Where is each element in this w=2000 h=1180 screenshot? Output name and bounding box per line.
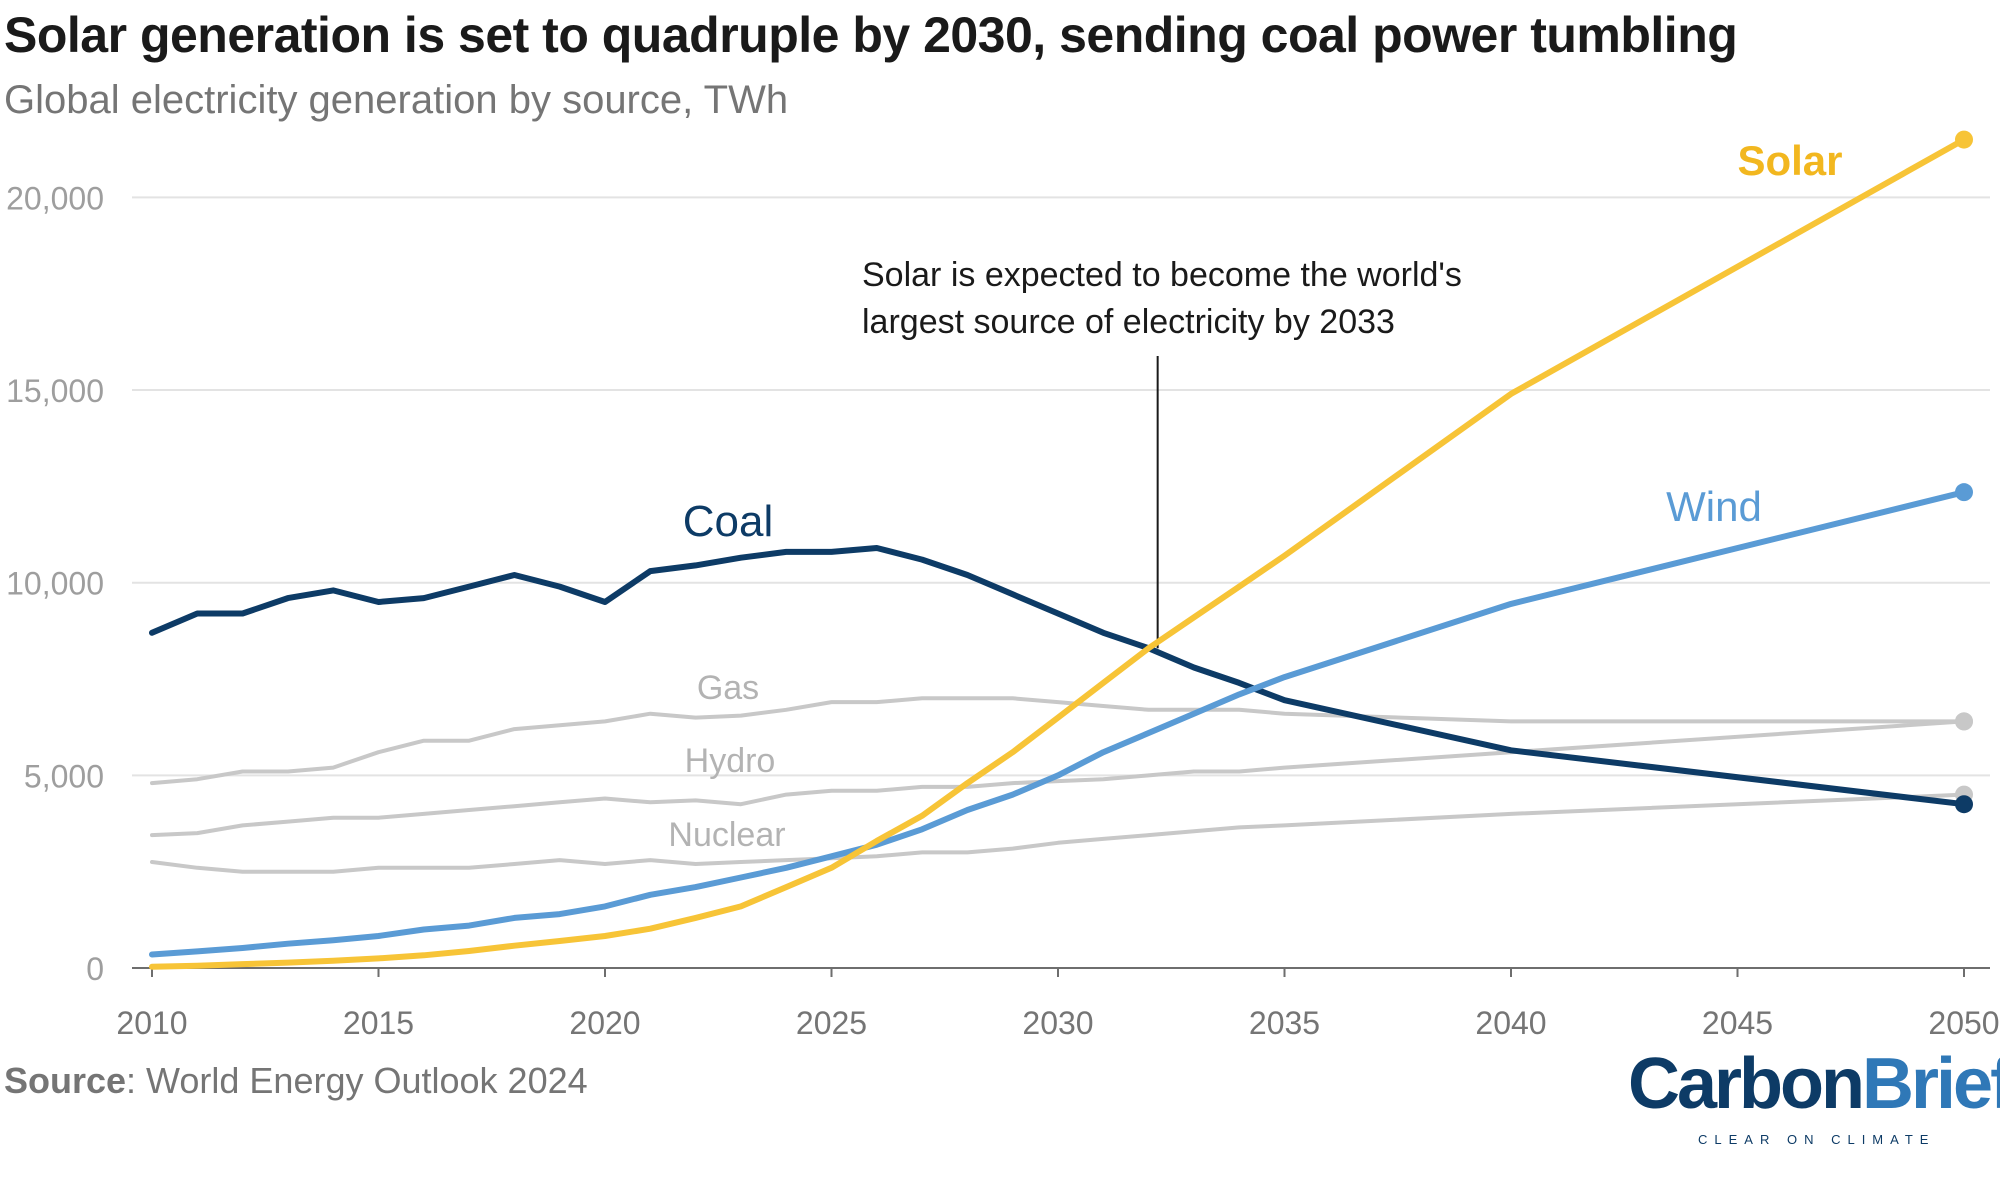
series-label-hydro: Hydro <box>685 742 776 780</box>
annotation-text-line: largest source of electricity by 2033 <box>862 303 1395 341</box>
annotation: Solar is expected to become the world's l… <box>862 256 1462 649</box>
x-axis-tick-labels: 2010 2015 2020 2025 2030 2035 2040 2045 2050 <box>116 968 2000 1041</box>
series-labels: Gas Hydro Nuclear Coal Wind Solar <box>668 137 1842 854</box>
logo-wordmark: CarbonBrief <box>1628 1048 2000 1120</box>
y-tick-label: 10,000 <box>6 566 104 602</box>
y-tick-label: 5,000 <box>24 758 104 794</box>
series-label-nuclear: Nuclear <box>668 816 785 854</box>
series-line-solar <box>149 136 1967 970</box>
end-point-coal <box>1955 795 1973 814</box>
y-axis-tick-labels: 0 5,000 10,000 15,000 20,000 <box>6 180 104 987</box>
logo-tagline: CLEAR ON CLIMATE <box>1698 1132 1936 1147</box>
logo-carbon: Carbon <box>1628 1044 1865 1124</box>
series-label-gas: Gas <box>697 669 759 707</box>
series-line-gas <box>150 696 1966 786</box>
y-tick-label: 20,000 <box>6 180 104 216</box>
series-line-coal <box>149 545 1967 808</box>
logo-brief: Brief <box>1862 1044 2000 1124</box>
end-point-wind <box>1955 483 1973 502</box>
x-tick-label: 2030 <box>1022 1005 1093 1041</box>
x-tick-label: 2045 <box>1702 1005 1773 1041</box>
series-line-hydro <box>150 719 1966 838</box>
end-point-hydro <box>1955 712 1973 731</box>
end-point-solar <box>1955 130 1973 149</box>
x-tick-label: 2010 <box>116 1005 187 1041</box>
chart-title: Solar generation is set to quadruple by … <box>4 7 1738 63</box>
source-text: : World Energy Outlook 2024 <box>126 1060 588 1101</box>
x-tick-label: 2035 <box>1249 1005 1320 1041</box>
source-note: Source: World Energy Outlook 2024 <box>4 1060 588 1102</box>
x-tick-label: 2025 <box>796 1005 867 1041</box>
series-label-coal: Coal <box>683 497 774 546</box>
source-label: Source <box>4 1060 127 1101</box>
x-tick-label: 2050 <box>1928 1005 1999 1041</box>
gridlines <box>132 196 1990 969</box>
y-tick-label: 15,000 <box>6 373 104 409</box>
series-line-nuclear <box>150 792 1966 874</box>
carbonbrief-logo: CarbonBrief CLEAR ON CLIMATE <box>1628 1048 2000 1154</box>
x-tick-label: 2020 <box>569 1005 640 1041</box>
series-label-solar: Solar <box>1737 137 1842 184</box>
x-tick-label: 2040 <box>1475 1005 1546 1041</box>
chart-subtitle: Global electricity generation by source,… <box>4 78 789 122</box>
series-lines <box>149 130 1973 970</box>
y-tick-label: 0 <box>86 951 104 987</box>
x-tick-label: 2015 <box>343 1005 414 1041</box>
series-line-wind <box>149 489 1967 958</box>
annotation-text-line: Solar is expected to become the world's <box>862 256 1462 294</box>
series-label-wind: Wind <box>1666 483 1762 530</box>
